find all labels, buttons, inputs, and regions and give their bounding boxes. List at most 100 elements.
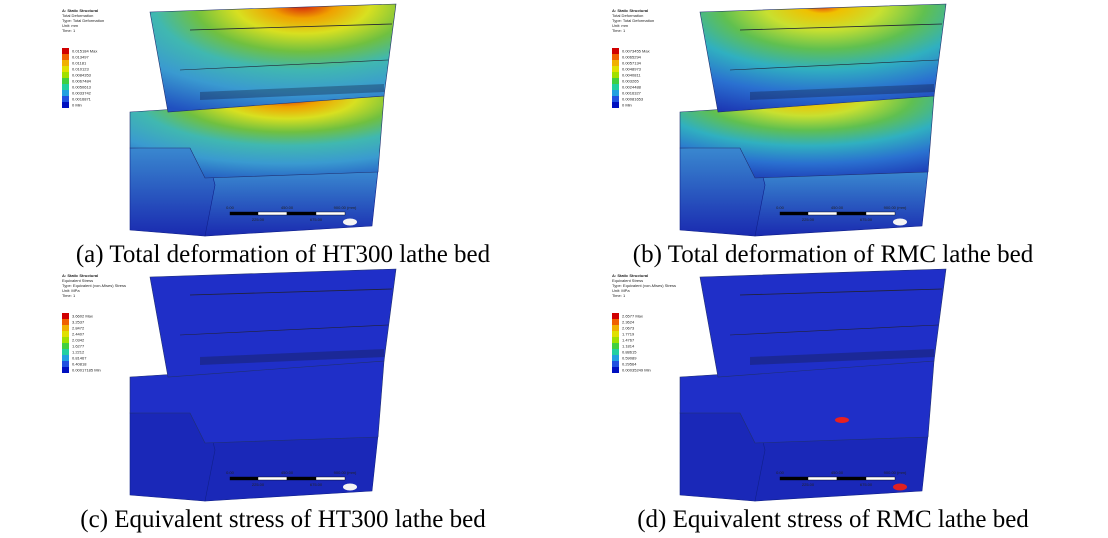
scale-label: 900.00 (mm) — [884, 205, 907, 210]
legend-label: 0.0016871 — [72, 97, 92, 102]
legend-swatch — [62, 355, 69, 361]
caption: (b) Total deformation of RMC lathe bed — [633, 241, 1034, 268]
legend-label: 2.0342 — [72, 338, 85, 343]
legend-swatch — [612, 72, 619, 78]
legend-swatch — [62, 84, 69, 90]
legend-swatch — [612, 349, 619, 355]
result-header: Time: 1 — [612, 293, 626, 298]
legend-swatch — [612, 343, 619, 349]
legend-label: 0.81467 — [72, 356, 87, 361]
legend-swatch — [612, 78, 619, 84]
legend-swatch — [612, 325, 619, 331]
scale-label: 0.00 — [776, 470, 785, 475]
result-header: Time: 1 — [62, 293, 76, 298]
figure: A: Static StructuralTotal DeformationTyp… — [0, 0, 1108, 538]
scale-label: 675.00 — [860, 482, 873, 487]
legend-label: 0.0084353 — [72, 73, 92, 78]
legend-swatch — [612, 337, 619, 343]
scale-label: 450.00 — [281, 205, 294, 210]
legend-label: 1.4767 — [622, 338, 635, 343]
hole — [893, 219, 907, 226]
legend-label: 0.003265 — [622, 79, 639, 84]
legend-swatch — [62, 60, 69, 66]
scale-label: 900.00 (mm) — [884, 470, 907, 475]
panel: A: Static StructuralTotal DeformationTyp… — [62, 4, 491, 268]
scale-bar-segment — [837, 212, 866, 215]
bed-base — [200, 170, 378, 236]
legend-swatch — [62, 361, 69, 367]
legend-swatch — [62, 337, 69, 343]
legend-swatch — [62, 66, 69, 72]
legend-swatch — [612, 367, 619, 373]
caption: (a) Total deformation of HT300 lathe bed — [76, 241, 491, 268]
legend-label: 2.0673 — [622, 326, 635, 331]
scale-bar-segment — [287, 212, 316, 215]
scale-bar-segment — [837, 477, 866, 480]
legend-label: 0.0033742 — [72, 91, 92, 96]
legend-label: 0.00035249 Min — [622, 368, 651, 373]
legend-label: 0.29564 — [622, 362, 637, 367]
legend-label: 2.3624 — [622, 320, 635, 325]
scale-label: 225.00 — [252, 482, 265, 487]
hole — [343, 484, 357, 491]
legend-label: 0.0050613 — [72, 85, 92, 90]
scale-bar-segment — [866, 212, 895, 215]
legend-swatch — [62, 343, 69, 349]
legend-label: 1.7719 — [622, 332, 635, 337]
scale-label: 900.00 (mm) — [334, 205, 357, 210]
scale-bar-segment — [808, 477, 837, 480]
legend-label: 0.40818 — [72, 362, 87, 367]
legend-swatch — [62, 48, 69, 54]
legend-label: 0.00081653 — [622, 97, 644, 102]
legend-swatch — [612, 355, 619, 361]
hotspot — [835, 417, 849, 423]
legend-label: 0.0057134 — [622, 61, 642, 66]
legend-label: 3.6602 Max — [72, 314, 93, 319]
scale-label: 450.00 — [281, 470, 294, 475]
scale-bar-segment — [316, 212, 345, 215]
hole — [893, 484, 907, 491]
scale-label: 225.00 — [802, 482, 815, 487]
legend-label: 2.6577 Max — [622, 314, 643, 319]
scale-bar-segment — [258, 477, 287, 480]
legend-swatch — [612, 60, 619, 66]
legend-label: 0.88615 — [622, 350, 637, 355]
legend-label: 0.0065294 — [622, 55, 642, 60]
scale-label: 225.00 — [252, 217, 265, 222]
scale-label: 675.00 — [860, 217, 873, 222]
legend-swatch — [62, 102, 69, 108]
legend-swatch — [612, 319, 619, 325]
scale-bar-segment — [316, 477, 345, 480]
panel: A: Static StructuralEquivalent StressTyp… — [612, 269, 1029, 533]
result-header: Time: 1 — [612, 28, 626, 33]
scale-bar-segment — [230, 477, 259, 480]
legend-label: 0.01181 — [72, 61, 87, 66]
legend-label: 3.2537 — [72, 320, 85, 325]
scale-bar-segment — [808, 212, 837, 215]
legend-label: 0 Min — [622, 103, 632, 108]
scale-label: 675.00 — [310, 482, 323, 487]
legend-label: 2.8472 — [72, 326, 85, 331]
legend-swatch — [62, 313, 69, 319]
legend-label: 0.0016327 — [622, 91, 642, 96]
legend-label: 1.1814 — [622, 344, 635, 349]
legend-label: 1.2212 — [72, 350, 85, 355]
legend-label: 0.0073455 Max — [622, 49, 650, 54]
legend-label: 0.010123 — [72, 67, 89, 72]
legend-swatch — [62, 54, 69, 60]
scale-bar-segment — [230, 212, 259, 215]
legend-swatch — [612, 48, 619, 54]
bed-base — [750, 435, 928, 501]
scale-bar-segment — [780, 477, 809, 480]
legend-swatch — [62, 96, 69, 102]
legend-swatch — [612, 84, 619, 90]
legend-label: 0.00017185 Min — [72, 368, 101, 373]
bed-base — [200, 435, 378, 501]
scale-label: 0.00 — [226, 470, 235, 475]
scale-label: 900.00 (mm) — [334, 470, 357, 475]
legend-label: 0.015184 Max — [72, 49, 97, 54]
legend-swatch — [62, 78, 69, 84]
legend-swatch — [62, 367, 69, 373]
scale-label: 675.00 — [310, 217, 323, 222]
scale-label: 225.00 — [802, 217, 815, 222]
